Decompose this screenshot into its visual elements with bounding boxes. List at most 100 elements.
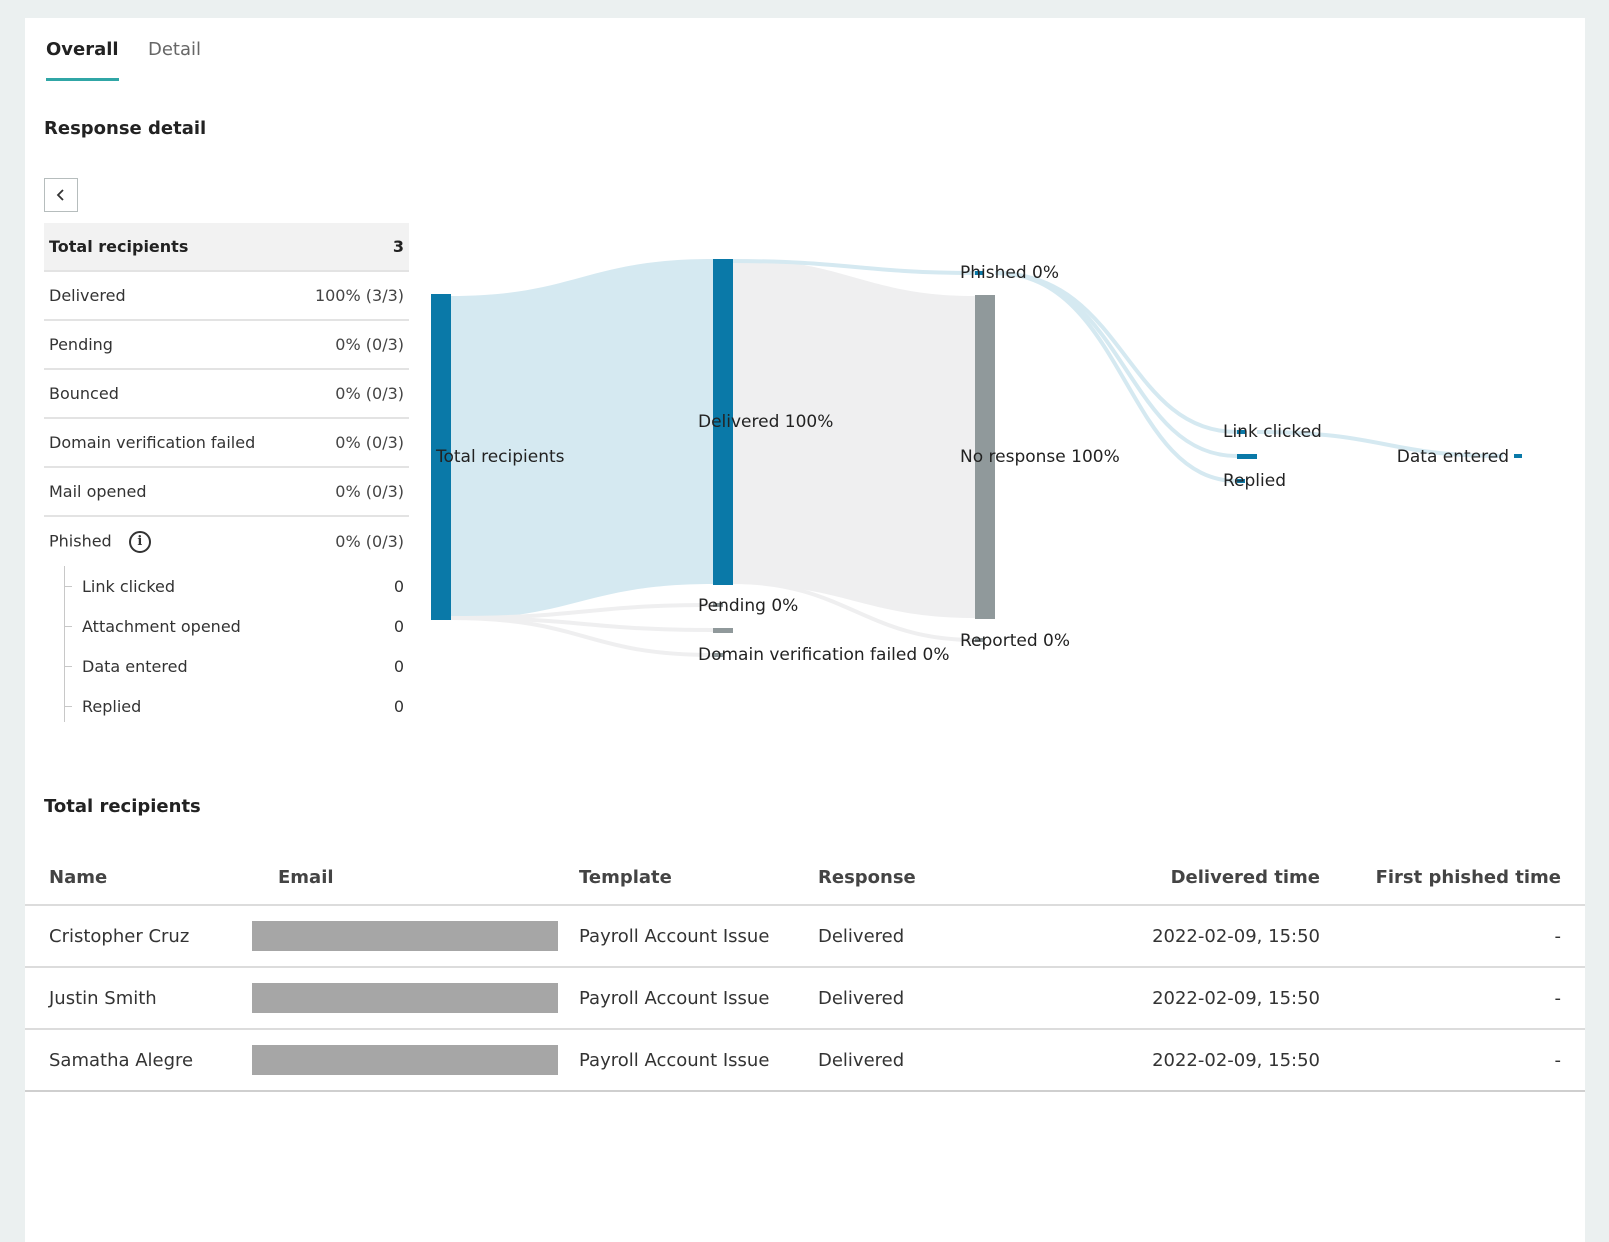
- node-replied[interactable]: [1237, 479, 1245, 483]
- redacted-email: [252, 983, 558, 1013]
- label-replied: Replied: [1223, 471, 1286, 491]
- label-domain-failed: Domain verification failed 0%: [698, 645, 950, 665]
- email-cell-redacted: [252, 1030, 558, 1090]
- delivered-time-cell: 2022-02-09, 15:50: [1152, 987, 1320, 1009]
- node-no-response[interactable]: [975, 295, 995, 619]
- node-domain-failed[interactable]: [713, 653, 723, 657]
- label-phished: Phished 0%: [960, 263, 1059, 283]
- template-link[interactable]: Payroll Account Issue: [579, 1049, 770, 1071]
- summary-row-label: Phished: [49, 531, 112, 550]
- sub-row-label: Attachment opened: [82, 616, 241, 636]
- summary-header-row: Total recipients 3: [44, 223, 409, 272]
- sankey-diagram: Total recipients Delivered 100% Pending …: [431, 259, 1522, 665]
- summary-row-label: Domain verification failed: [49, 433, 256, 452]
- column-header-template[interactable]: Template: [579, 866, 672, 888]
- summary-row-value: 0% (0/3): [335, 532, 404, 551]
- sub-row-replied: Replied 0: [64, 686, 409, 726]
- template-link[interactable]: Payroll Account Issue: [579, 987, 770, 1009]
- recipients-table: Name Email Template Response Delivered t…: [25, 850, 1585, 1092]
- column-header-delivered-time[interactable]: Delivered time: [1170, 866, 1320, 888]
- summary-row-label-wrap: Phished i: [49, 530, 151, 553]
- summary-table: Total recipients 3 Delivered 100% (3/3) …: [44, 223, 409, 726]
- node-link-clicked[interactable]: [1237, 430, 1245, 434]
- label-pending: Pending 0%: [698, 596, 798, 616]
- recipient-name-link[interactable]: Samatha Alegre: [49, 1049, 194, 1071]
- info-icon[interactable]: i: [128, 530, 151, 553]
- sub-row-label: Data entered: [82, 656, 188, 676]
- flow-phished-to-replied: [994, 271, 1238, 483]
- tree-line: [64, 566, 65, 722]
- summary-row-domain-verification-failed: Domain verification failed 0% (0/3): [44, 419, 409, 468]
- summary-row-value: 0% (0/3): [335, 384, 404, 403]
- first-phished-time-cell: -: [1554, 1049, 1562, 1071]
- redacted-email: [252, 921, 558, 951]
- section-title-response-detail: Response detail: [44, 118, 207, 139]
- node-total-recipients[interactable]: [431, 294, 451, 620]
- delivered-time-cell: 2022-02-09, 15:50: [1152, 1049, 1320, 1071]
- first-phished-time-cell: -: [1554, 987, 1562, 1009]
- flow-total-to-domain-failed: [450, 616, 714, 657]
- summary-header-label: Total recipients: [49, 237, 189, 256]
- label-total-recipients: Total recipients: [435, 447, 565, 467]
- tab-overall[interactable]: Overall: [46, 38, 119, 81]
- chevron-left-icon: [56, 189, 64, 201]
- flow-total-to-delivered: [451, 259, 713, 619]
- summary-row-label: Mail opened: [49, 482, 147, 501]
- summary-row-pending: Pending 0% (0/3): [44, 321, 409, 370]
- summary-row-phished: Phished i 0% (0/3): [44, 517, 409, 566]
- flow-delivered-to-no-response: [733, 259, 975, 618]
- section-title-total-recipients: Total recipients: [44, 796, 201, 817]
- table-header: Name Email Template Response Delivered t…: [25, 850, 1585, 906]
- sub-row-value: 0: [393, 616, 404, 636]
- back-button[interactable]: [44, 178, 78, 212]
- column-header-email[interactable]: Email: [278, 866, 334, 888]
- column-header-name[interactable]: Name: [49, 866, 108, 888]
- table-row: Justin Smith Payroll Account Issue Deliv…: [25, 968, 1585, 1030]
- flow-delivered-to-reported: [732, 580, 976, 642]
- template-link[interactable]: Payroll Account Issue: [579, 925, 770, 947]
- sub-row-label: Link clicked: [82, 576, 176, 596]
- node-bounced[interactable]: [713, 628, 733, 633]
- tab-detail[interactable]: Detail: [148, 39, 202, 60]
- node-phished[interactable]: [975, 271, 983, 275]
- flow-link-clicked-to-data-entered: [1256, 430, 1504, 458]
- summary-row-label: Bounced: [49, 384, 119, 403]
- column-header-response[interactable]: Response: [818, 866, 916, 888]
- sub-row-value: 0: [393, 576, 404, 596]
- label-delivered: Delivered 100%: [698, 412, 833, 432]
- sub-row-label: Replied: [82, 696, 142, 716]
- node-delivered[interactable]: [713, 259, 733, 585]
- sub-row-value: 0: [393, 696, 404, 716]
- summary-row-bounced: Bounced 0% (0/3): [44, 370, 409, 419]
- node-reported[interactable]: [975, 638, 983, 642]
- summary-header-value: 3: [392, 237, 404, 256]
- label-no-response: No response 100%: [960, 447, 1120, 467]
- recipient-name-link[interactable]: Cristopher Cruz: [49, 925, 190, 947]
- main-panel: Overall Detail Response detail Total rec…: [25, 18, 1585, 1242]
- sub-row-data-entered: Data entered 0: [64, 646, 409, 686]
- summary-row-value: 0% (0/3): [335, 433, 404, 452]
- redacted-email: [252, 1045, 558, 1075]
- sub-row-attachment-opened: Attachment opened 0: [64, 606, 409, 646]
- response-cell: Delivered: [818, 987, 905, 1009]
- label-data-entered: Data entered: [1397, 447, 1509, 467]
- recipient-name-link[interactable]: Justin Smith: [49, 987, 157, 1009]
- node-pending[interactable]: [713, 603, 723, 607]
- phished-sub-rows: Link clicked 0 Attachment opened 0 Data …: [44, 566, 409, 726]
- summary-row-delivered: Delivered 100% (3/3): [44, 272, 409, 321]
- table-row: Samatha Alegre Payroll Account Issue Del…: [25, 1030, 1585, 1092]
- summary-row-value: 0% (0/3): [335, 335, 404, 354]
- column-header-first-phished-time[interactable]: First phished time: [1375, 866, 1561, 888]
- node-data-entered[interactable]: [1514, 454, 1522, 458]
- node-attachment-opened[interactable]: [1237, 454, 1257, 459]
- table-row: Cristopher Cruz Payroll Account Issue De…: [25, 906, 1585, 968]
- summary-row-label: Pending: [49, 335, 113, 354]
- flow-delivered-to-phished: [732, 259, 976, 275]
- sub-row-link-clicked: Link clicked 0: [64, 566, 409, 606]
- email-cell-redacted: [252, 968, 558, 1028]
- summary-row-value: 0% (0/3): [335, 482, 404, 501]
- label-reported: Reported 0%: [960, 631, 1070, 651]
- response-cell: Delivered: [818, 1049, 905, 1071]
- sub-row-value: 0: [393, 656, 404, 676]
- delivered-time-cell: 2022-02-09, 15:50: [1152, 925, 1320, 947]
